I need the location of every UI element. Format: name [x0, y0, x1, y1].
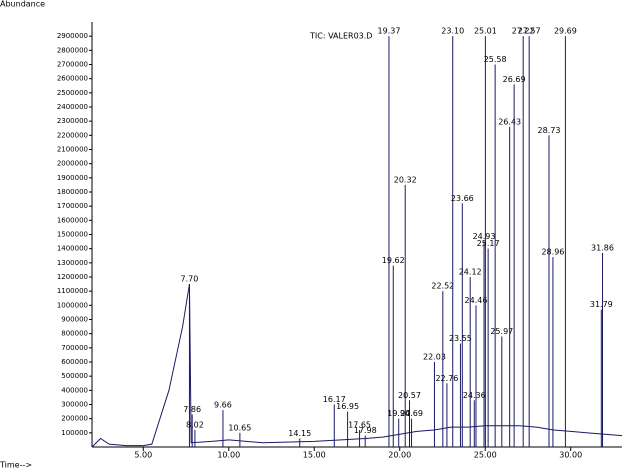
- y-tick-label: 200000: [61, 415, 88, 423]
- peak-label: 24.12: [459, 268, 482, 277]
- peak-label: 7.86: [183, 405, 201, 414]
- y-tick-label: 1800000: [57, 188, 88, 196]
- y-tick-label: 2400000: [57, 103, 88, 111]
- x-tick-label: 25.00: [474, 451, 497, 460]
- y-tick-label: 800000: [61, 330, 88, 338]
- y-tick-label: 300000: [61, 401, 88, 409]
- y-tick-label: 1600000: [57, 216, 88, 224]
- peak-label: 22.03: [423, 353, 446, 362]
- y-tick-label: 1500000: [57, 231, 88, 239]
- peak-label: 16.17: [323, 395, 346, 404]
- y-tick-label: 600000: [61, 358, 88, 366]
- x-axis-label: Time-->: [0, 461, 32, 469]
- x-tick-label: 5.00: [134, 451, 152, 460]
- peak-label: 27.57: [518, 27, 541, 36]
- y-tick-label: 1300000: [57, 259, 88, 267]
- x-tick-label: 15.00: [303, 451, 326, 460]
- peak-label: 25.17: [477, 239, 500, 248]
- y-tick-label: 700000: [61, 344, 88, 352]
- peak-label: 17.98: [354, 426, 377, 435]
- y-tick-label: 2900000: [57, 32, 88, 40]
- y-tick-label: 2600000: [57, 75, 88, 83]
- y-tick-label: 100000: [61, 429, 88, 437]
- y-tick-label: 1100000: [57, 287, 88, 295]
- peak-label: 24.36: [463, 391, 486, 400]
- peak-label: 26.43: [498, 117, 521, 126]
- peak-label: 31.79: [590, 300, 613, 309]
- peak-label: 25.58: [484, 55, 507, 64]
- peak-label: 7.70: [181, 275, 199, 284]
- y-tick-label: 2300000: [57, 117, 88, 125]
- peak-label: 31.86: [591, 243, 614, 252]
- peak-label: 23.55: [449, 334, 472, 343]
- peak-label: 25.01: [474, 27, 497, 36]
- y-tick-label: 2500000: [57, 89, 88, 97]
- peak-label: 26.69: [503, 75, 526, 84]
- x-tick-label: 30.00: [559, 451, 582, 460]
- peak-label: 25.97: [490, 327, 513, 336]
- peak-label: 28.73: [538, 126, 561, 135]
- y-tick-label: 1200000: [57, 273, 88, 281]
- peak-label: 9.66: [214, 401, 232, 410]
- peak-label: 23.66: [451, 194, 474, 203]
- y-tick-label: 2700000: [57, 61, 88, 69]
- peak-label: 17.65: [348, 421, 371, 430]
- peak-label: 28.96: [541, 248, 564, 257]
- peak-label: 22.76: [435, 374, 458, 383]
- y-tick-label: 1400000: [57, 245, 88, 253]
- y-tick-label: 2200000: [57, 131, 88, 139]
- y-tick-label: 900000: [61, 316, 88, 324]
- peak-label: 27.22: [512, 27, 535, 36]
- peak-label: 19.94: [387, 409, 410, 418]
- peak-label: 19.62: [382, 256, 405, 265]
- y-tick-label: 500000: [61, 372, 88, 380]
- y-tick-label: 1900000: [57, 174, 88, 182]
- peak-label: 24.93: [473, 232, 496, 241]
- peak-label: 19.37: [378, 27, 401, 36]
- chart-title: TIC: VALER03.D: [309, 32, 372, 41]
- y-tick-label: 2800000: [57, 46, 88, 54]
- y-tick-label: 2100000: [57, 146, 88, 154]
- y-tick-label: 400000: [61, 386, 88, 394]
- peak-label: 8.02: [186, 421, 204, 430]
- peak-label: 14.15: [288, 429, 311, 438]
- peak-label: 20.57: [398, 391, 421, 400]
- y-tick-label: 1700000: [57, 202, 88, 210]
- peak-label: 23.10: [441, 27, 464, 36]
- baseline-trace: [91, 284, 623, 448]
- peak-label: 10.65: [228, 423, 251, 432]
- y-tick-label: 2000000: [57, 160, 88, 168]
- peak-label: 16.95: [336, 402, 359, 411]
- peak-label: 24.46: [465, 296, 488, 305]
- x-tick-label: 10.00: [217, 451, 240, 460]
- peak-label: 20.32: [394, 175, 417, 184]
- peak-label: 29.69: [554, 27, 577, 36]
- y-axis-label: Abundance: [0, 0, 45, 9]
- peak-label: 20.69: [400, 409, 423, 418]
- y-tick-label: 1000000: [57, 301, 88, 309]
- x-tick-label: 20.00: [388, 451, 411, 460]
- peak-label: 22.52: [431, 282, 454, 291]
